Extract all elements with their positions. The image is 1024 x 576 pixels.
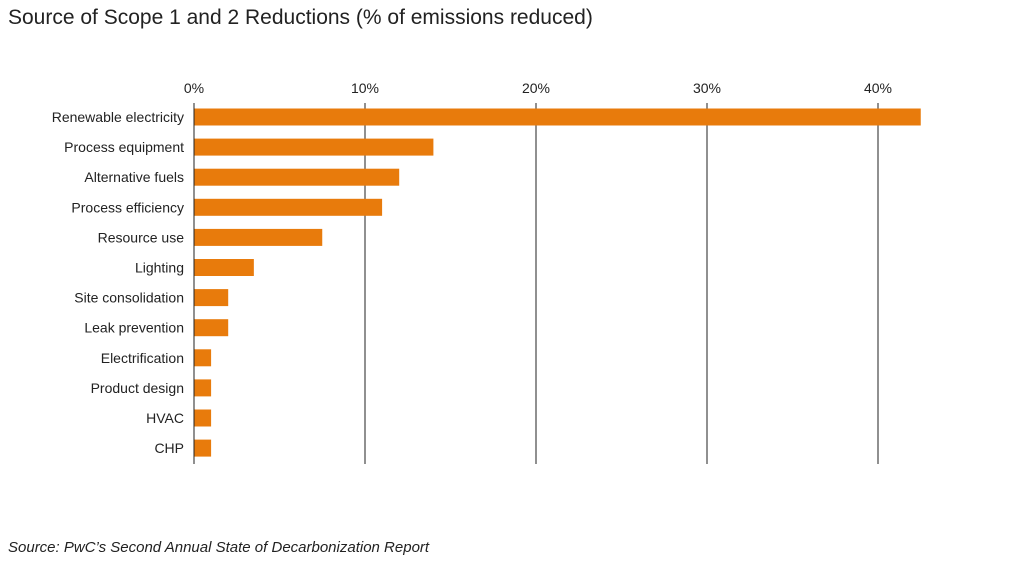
- bar-product-design: [194, 379, 212, 397]
- category-label: Electrification: [101, 350, 184, 366]
- bar-chp: [194, 439, 212, 457]
- chart-title: Source of Scope 1 and 2 Reductions (% of…: [8, 6, 593, 29]
- bar-site-consolidation: [194, 289, 229, 307]
- x-tick-label: 10%: [351, 80, 379, 96]
- category-label: CHP: [154, 440, 184, 456]
- x-tick-label: 30%: [693, 80, 721, 96]
- x-tick-label: 20%: [522, 80, 550, 96]
- category-labels: Renewable electricity Process equipment Al…: [52, 109, 184, 456]
- bar-electrification: [194, 349, 212, 367]
- category-label: Renewable electricity: [52, 109, 184, 125]
- bar-leak-prevention: [194, 319, 229, 337]
- category-label: HVAC: [146, 410, 184, 426]
- category-label: Site consolidation: [74, 290, 184, 306]
- x-tick-label: 0%: [184, 80, 204, 96]
- category-label: Process efficiency: [71, 199, 184, 215]
- bar-process-efficiency: [194, 198, 383, 216]
- bars: [193, 103, 921, 464]
- gridlines: [193, 103, 879, 464]
- category-label: Leak prevention: [84, 320, 184, 336]
- bar-hvac: [194, 409, 212, 427]
- category-label: Lighting: [135, 260, 184, 276]
- tick-labels: 0% 10% 20% 30% 40%: [184, 80, 892, 96]
- bar-resource-use: [194, 228, 323, 246]
- bar-lighting: [194, 259, 254, 276]
- x-tick-label: 40%: [864, 80, 892, 96]
- bar-renewable-electricity: [194, 108, 921, 126]
- category-label: Process equipment: [64, 139, 184, 155]
- category-label: Alternative fuels: [84, 169, 184, 185]
- category-label: Product design: [91, 380, 184, 396]
- bar-alternative-fuels: [194, 168, 400, 186]
- category-label: Resource use: [98, 229, 185, 245]
- bar-process-equipment: [194, 138, 434, 156]
- source-note: Source: PwC’s Second Annual State of Dec…: [8, 539, 430, 556]
